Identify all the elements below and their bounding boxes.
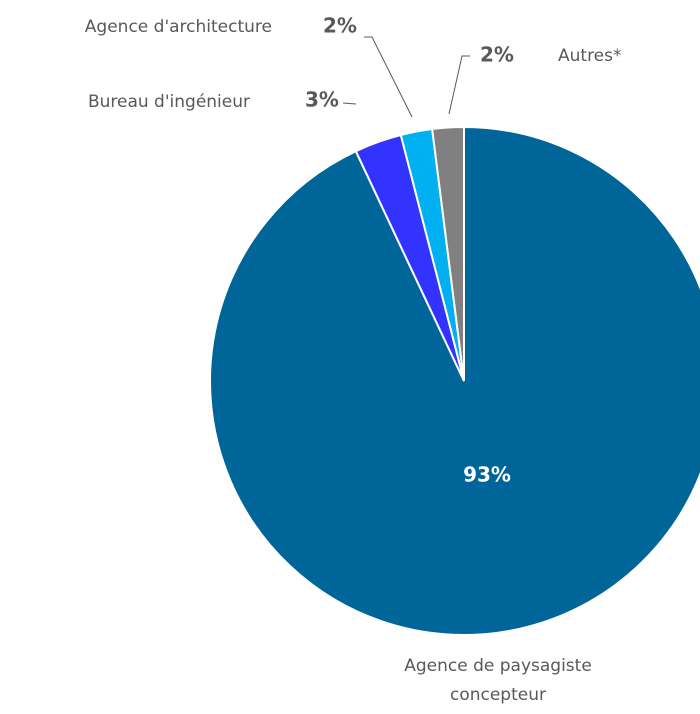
pie-slice bbox=[431, 125, 465, 382]
category-label: Agence d'architecture bbox=[85, 17, 272, 37]
value-label: 2% bbox=[480, 43, 514, 67]
value-label: 3% bbox=[305, 88, 339, 112]
pie-slice bbox=[209, 125, 700, 636]
value-label: 2% bbox=[323, 14, 357, 38]
leader-line bbox=[448, 55, 470, 115]
category-label: Autres* bbox=[558, 46, 622, 66]
category-label: Agence de paysagiste concepteur bbox=[404, 656, 592, 705]
category-label: Bureau d'ingénieur bbox=[88, 92, 250, 112]
leader-line bbox=[342, 102, 357, 105]
value-label: 93% bbox=[463, 463, 511, 487]
leader-line bbox=[364, 36, 413, 118]
